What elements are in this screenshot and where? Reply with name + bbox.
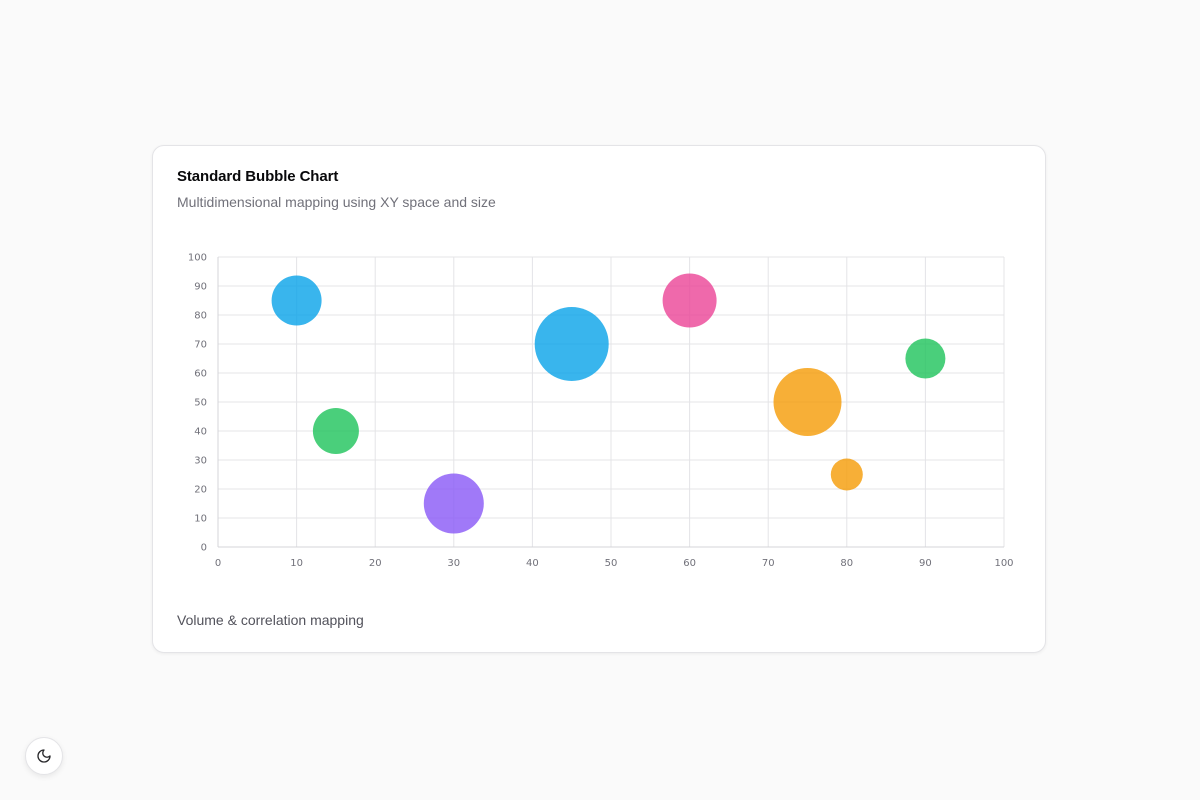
x-tick-label: 70: [762, 558, 775, 569]
x-tick-label: 30: [447, 558, 460, 569]
x-tick-label: 20: [369, 558, 382, 569]
chart-tick-labels: 0 10 20 30 40 50 60 70 80 90 100 0 10 20 30 40 50 60 70 80 9…: [188, 253, 1014, 570]
y-tick-label: 70: [194, 340, 207, 351]
bubble-chart: 0 10 20 30 40 50 60 70 80 90 100 0 10 20 30 40 50 60 70 80 9…: [188, 253, 1014, 570]
chart-title: Standard Bubble Chart: [177, 168, 339, 185]
moon-icon: [37, 749, 51, 763]
chart-card: Standard Bubble Chart Multidimensional m…: [152, 145, 1046, 653]
y-tick-label: 10: [194, 514, 207, 525]
x-tick-label: 0: [215, 558, 221, 569]
chart-footer: Volume & correlation mapping: [177, 612, 364, 628]
bubble-point[interactable]: [830, 458, 863, 491]
y-tick-label: 100: [188, 253, 207, 264]
y-tick-label: 30: [194, 456, 207, 467]
x-tick-label: 10: [290, 558, 303, 569]
bubble-point[interactable]: [271, 275, 322, 326]
x-tick-label: 60: [683, 558, 696, 569]
chart-subtitle: Multidimensional mapping using XY space …: [177, 194, 496, 210]
y-tick-label: 50: [194, 398, 207, 409]
chart-bubbles: [271, 273, 946, 534]
y-tick-label: 20: [194, 485, 207, 496]
x-tick-label: 50: [605, 558, 618, 569]
y-tick-label: 60: [194, 369, 207, 380]
bubble-point[interactable]: [423, 473, 484, 534]
y-tick-label: 80: [194, 311, 207, 322]
y-tick-label: 40: [194, 427, 207, 438]
x-tick-label: 40: [526, 558, 539, 569]
bubble-point[interactable]: [534, 307, 609, 381]
chart-grid: [217, 256, 1005, 548]
bubble-point[interactable]: [312, 408, 359, 454]
bubble-point[interactable]: [773, 368, 842, 436]
x-tick-label: 100: [994, 558, 1013, 569]
bubble-point[interactable]: [662, 273, 717, 328]
theme-toggle-button[interactable]: [25, 737, 63, 775]
y-tick-label: 0: [201, 543, 207, 554]
bubble-point[interactable]: [905, 338, 946, 379]
x-tick-label: 80: [840, 558, 853, 569]
x-tick-label: 90: [919, 558, 932, 569]
y-tick-label: 90: [194, 282, 207, 293]
